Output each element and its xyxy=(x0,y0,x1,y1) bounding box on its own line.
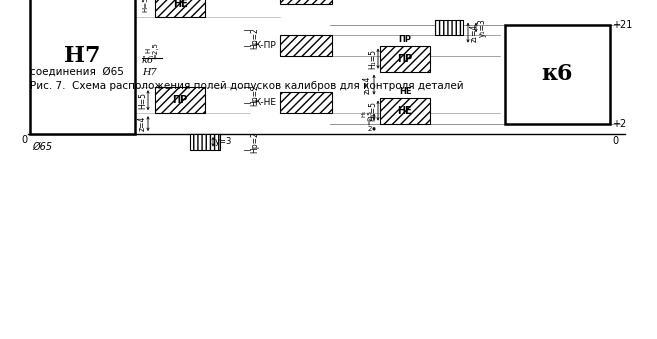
Bar xyxy=(435,20,463,35)
Text: К-ПР: К-ПР xyxy=(254,41,276,50)
Text: ПР: ПР xyxy=(397,54,413,64)
Text: НЕ: НЕ xyxy=(397,106,413,116)
Text: Н7: Н7 xyxy=(64,45,101,67)
Bar xyxy=(155,0,205,17)
Text: 2: 2 xyxy=(368,126,372,132)
Text: z₁=4: z₁=4 xyxy=(470,23,479,42)
Text: к6: к6 xyxy=(542,63,574,85)
Text: y=3: y=3 xyxy=(215,137,233,146)
Text: соединения  Ø65: соединения Ø65 xyxy=(30,67,127,77)
Text: H₁=5: H₁=5 xyxy=(368,101,377,121)
Text: НЕ: НЕ xyxy=(399,86,411,96)
Bar xyxy=(280,35,332,56)
Text: H
=2,5: H =2,5 xyxy=(145,42,158,59)
Text: +21: +21 xyxy=(612,20,633,30)
Text: H=5: H=5 xyxy=(138,92,147,109)
Text: k6: k6 xyxy=(142,56,154,65)
Text: К-НЕ: К-НЕ xyxy=(254,98,276,107)
Bar xyxy=(380,98,430,124)
Text: ПР: ПР xyxy=(399,35,411,44)
Bar xyxy=(155,87,205,113)
Bar xyxy=(280,93,332,113)
Text: Нр=2: Нр=2 xyxy=(250,131,260,153)
Text: +2: +2 xyxy=(612,119,626,128)
Text: H7: H7 xyxy=(142,68,157,77)
Text: 0: 0 xyxy=(612,136,618,146)
Text: 0: 0 xyxy=(22,135,28,145)
Text: ПР: ПР xyxy=(172,95,188,105)
Text: Нр=2: Нр=2 xyxy=(250,84,260,106)
Text: H₁=5: H₁=5 xyxy=(368,48,377,68)
Text: Нр=2: Нр=2 xyxy=(250,27,260,49)
Text: H₁
=2,5: H₁ =2,5 xyxy=(361,110,372,125)
Text: z=4: z=4 xyxy=(138,116,147,131)
Bar xyxy=(280,0,332,4)
Bar xyxy=(380,46,430,72)
Text: y₁=3: y₁=3 xyxy=(478,18,487,37)
Bar xyxy=(190,134,220,149)
Text: z₁=4: z₁=4 xyxy=(363,75,372,94)
Text: Рис. 7.  Схема расположения полей допусков калибров для контроля деталей: Рис. 7. Схема расположения полей допуско… xyxy=(30,81,464,91)
Bar xyxy=(30,0,135,134)
Text: H=5: H=5 xyxy=(142,0,148,12)
Text: Ø65: Ø65 xyxy=(32,142,52,152)
Bar xyxy=(505,25,610,124)
Text: НЕ: НЕ xyxy=(173,0,187,9)
